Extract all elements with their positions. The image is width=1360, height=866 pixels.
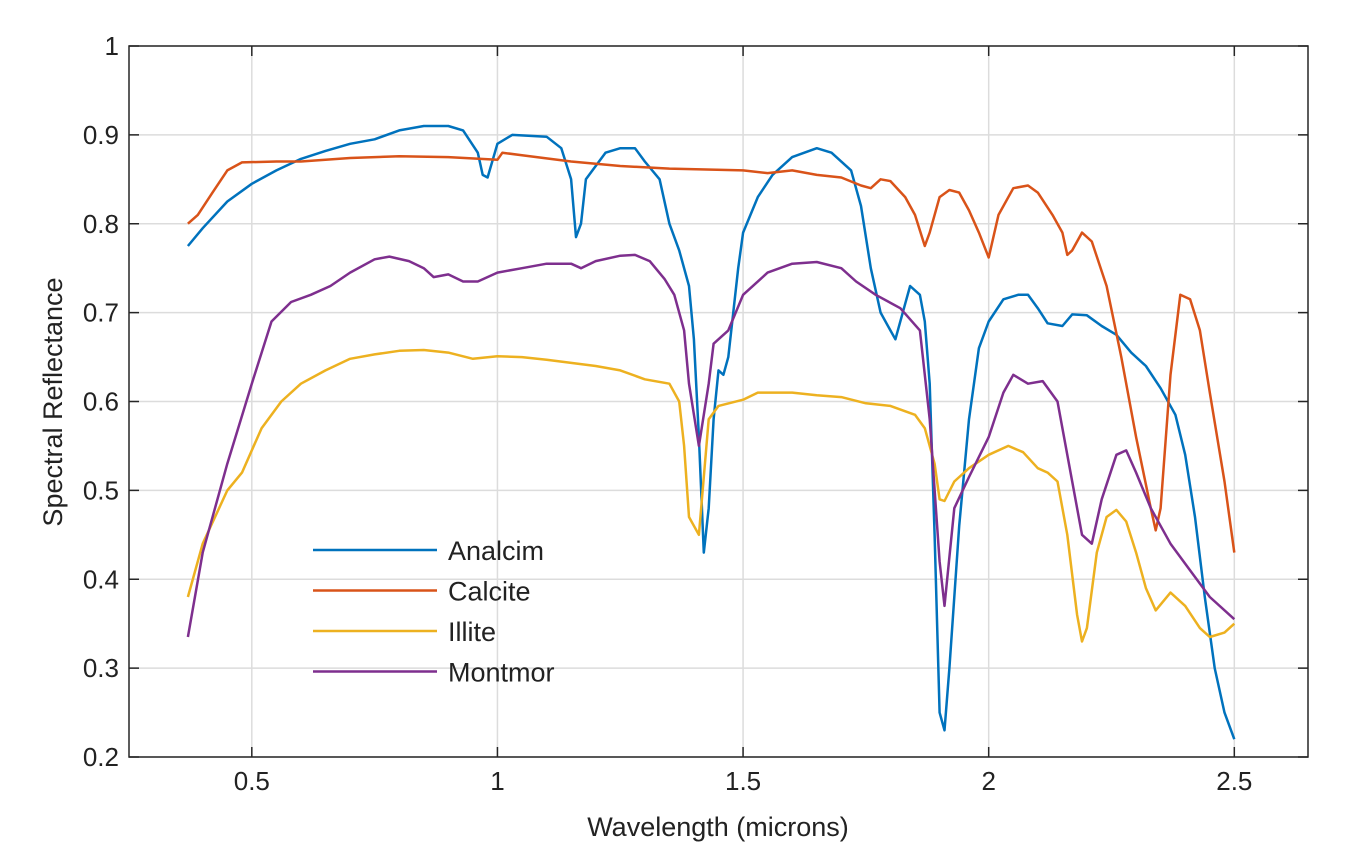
x-tick-label: 2.5 [1216,766,1252,796]
x-tick-label: 1.5 [725,766,761,796]
series-line-illite [186,348,1236,643]
series-line-analcim [186,124,1236,740]
x-tick-label: 0.5 [234,766,270,796]
series-line-calcite [187,151,1236,553]
y-axis-label: Spectral Reflectance [38,277,68,526]
y-tick-label: 0.4 [83,564,119,594]
y-tick-label: 0.9 [83,120,119,150]
x-axis-label: Wavelength (microns) [587,812,849,842]
legend-label-illite: Illite [448,617,496,647]
y-tick-label: 0.2 [83,742,119,772]
legend: Analcim Calcite Illite Montmor [313,536,555,688]
y-tick-label: 0.3 [83,653,119,683]
series-line-montmor [186,253,1236,638]
legend-label-montmor: Montmor [448,658,555,688]
x-tick-label: 2 [981,766,995,796]
grid [129,45,1308,758]
series-lines [186,124,1236,740]
tick-labels: 0.5 1 1.5 2 2.5 0.2 0.3 0.4 0.5 0.6 0.7 0.8 0.9 1 [83,31,1308,796]
y-tick-label: 0.6 [83,387,119,417]
legend-label-analcim: Analcim [448,536,544,566]
x-tick-label: 1 [490,766,504,796]
y-tick-label: 1 [105,31,119,61]
legend-label-calcite: Calcite [448,577,531,607]
y-tick-label: 0.5 [83,475,119,505]
y-tick-label: 0.8 [83,209,119,239]
y-tick-label: 0.7 [83,298,119,328]
